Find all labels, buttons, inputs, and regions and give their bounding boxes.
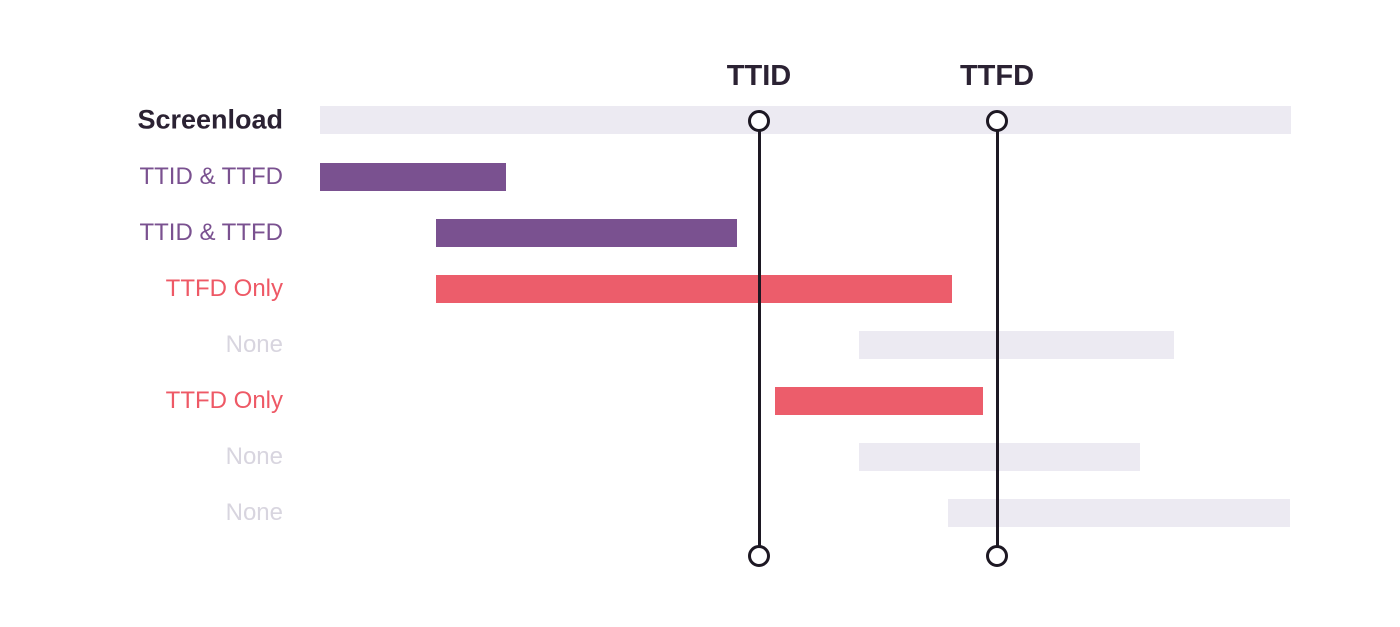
row-label-4: None — [225, 331, 283, 358]
marker-end-circle-ttfd — [986, 545, 1008, 567]
span-bar-2 — [436, 219, 737, 247]
span-bar-4 — [859, 331, 1174, 359]
span-bar-5 — [775, 387, 983, 415]
span-bar-1 — [320, 163, 506, 191]
span-bar-7 — [948, 499, 1290, 527]
marker-label-ttfd: TTFD — [959, 60, 1035, 92]
marker-line-ttid — [757, 121, 761, 556]
marker-start-circle-ttfd — [986, 110, 1008, 132]
row-label-5: TTFD Only — [165, 387, 283, 414]
span-bar-3 — [436, 275, 952, 303]
row-label-3: TTFD Only — [165, 275, 283, 302]
marker-end-circle-ttid — [748, 545, 770, 567]
span-bar-0 — [320, 106, 1291, 134]
row-label-2: TTID & TTFD — [139, 219, 283, 246]
row-label-7: None — [225, 499, 283, 526]
row-label-1: TTID & TTFD — [139, 163, 283, 190]
marker-start-circle-ttid — [748, 110, 770, 132]
span-bar-6 — [859, 443, 1140, 471]
row-label-6: None — [225, 443, 283, 470]
marker-label-ttid: TTID — [726, 60, 792, 92]
marker-line-ttfd — [995, 121, 999, 556]
row-label-0: Screenload — [137, 104, 283, 135]
